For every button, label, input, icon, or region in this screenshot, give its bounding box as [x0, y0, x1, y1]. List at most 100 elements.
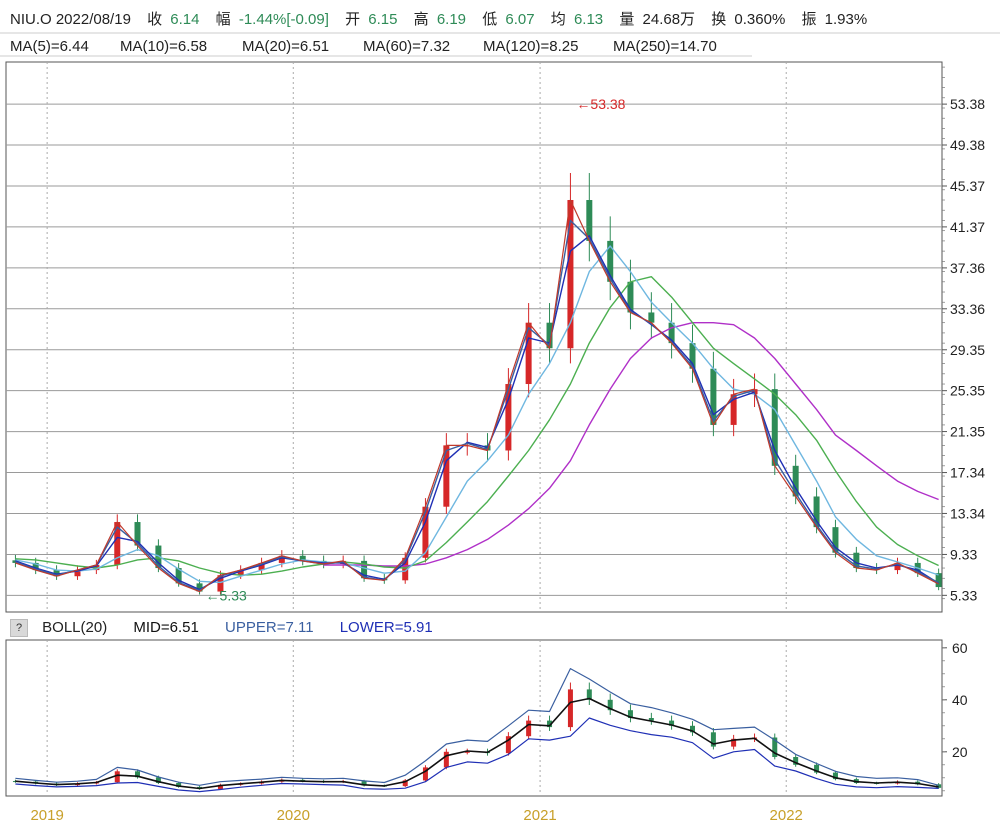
- main-candle: [546, 322, 553, 349]
- boll-candle: [443, 751, 449, 768]
- boll-candle: [155, 777, 161, 783]
- main-candle: [175, 568, 182, 584]
- boll-candle: [793, 757, 799, 765]
- main-candle: [873, 568, 880, 571]
- amplitude-value: 1.93%: [824, 11, 868, 28]
- boll-candle: [505, 736, 511, 754]
- boll-candle: [93, 782, 99, 784]
- low-label: 低: [482, 11, 498, 28]
- avg-label: 均: [550, 11, 566, 28]
- boll-candle: [607, 699, 613, 711]
- ma-line-ma120: [15, 276, 939, 576]
- main-y-tick-label: 41.37: [950, 219, 985, 235]
- main-candle: [813, 496, 820, 528]
- ma-line-ma20: [15, 235, 939, 591]
- main-y-tick-label: 21.35: [950, 424, 985, 440]
- x-tick-label: 2021: [523, 807, 556, 824]
- main-candle: [278, 555, 285, 563]
- boll-candle: [33, 781, 39, 784]
- x-tick-label: 2020: [277, 807, 310, 824]
- main-candle: [853, 552, 860, 569]
- boll-candle: [134, 771, 140, 778]
- main-candle: [381, 578, 388, 581]
- boll-lower: LOWER=5.91: [339, 619, 433, 636]
- main-candle: [237, 570, 244, 576]
- help-button[interactable]: ?: [10, 619, 28, 638]
- main-candle: [894, 562, 901, 571]
- main-candle: [607, 240, 614, 282]
- main-panel-frame: [5, 61, 943, 613]
- boll-candle: [586, 689, 592, 700]
- close-label: 收: [147, 11, 163, 28]
- main-candle: [751, 389, 758, 395]
- quote-header: NIU.O 2022/08/19 收 6.14 幅 -1.44%[-0.09] …: [10, 8, 1000, 29]
- boll-candle: [832, 772, 838, 780]
- main-candle: [155, 545, 162, 569]
- main-candle: [114, 522, 121, 565]
- open-value: 6.15: [368, 11, 398, 28]
- main-candle: [258, 562, 265, 571]
- symbol-date: NIU.O 2022/08/19: [10, 11, 131, 28]
- main-candle: [710, 368, 717, 425]
- main-candle: [74, 570, 81, 577]
- avg-value: 6.13: [573, 11, 604, 28]
- x-tick-label: 2019: [30, 807, 63, 824]
- turnover-value: 0.360%: [734, 11, 786, 28]
- price-annotation: ←5.33: [206, 587, 247, 603]
- main-candle: [771, 389, 778, 466]
- main-y-tick-label: 25.35: [950, 383, 985, 399]
- high-value: 6.19: [436, 11, 467, 28]
- boll-candle: [648, 718, 654, 721]
- main-candle: [792, 465, 799, 497]
- main-y-tick-label: 9.33: [950, 546, 977, 562]
- main-candle: [627, 281, 634, 313]
- boll-candle: [853, 779, 859, 783]
- ma60-legend: MA(60)=7.32: [363, 38, 451, 55]
- price-annotation: ←53.38: [576, 96, 625, 112]
- boll-label: BOLL(20): [42, 619, 108, 636]
- main-candle: [832, 527, 839, 553]
- turnover-label: 换: [711, 11, 727, 28]
- ma120-legend: MA(120)=8.25: [483, 38, 579, 55]
- main-candle: [484, 445, 491, 451]
- main-candle: [914, 562, 921, 574]
- main-candle: [402, 557, 409, 581]
- low-value: 6.07: [505, 11, 535, 28]
- boll-candle: [321, 781, 327, 783]
- high-label: 高: [413, 11, 429, 28]
- boll-line-mid: [15, 697, 939, 790]
- boll-candle: [381, 785, 387, 787]
- boll-candle: [567, 689, 573, 728]
- ma-line-ma60: [15, 245, 939, 584]
- ma-line-ma5: [15, 199, 939, 593]
- main-candle: [422, 506, 429, 558]
- main-candle: [586, 200, 593, 241]
- boll-candle: [279, 779, 285, 782]
- ma250-legend: MA(250)=14.70: [613, 38, 717, 55]
- boll-panel-frame: [5, 639, 943, 797]
- main-candle: [567, 200, 574, 349]
- boll-candle: [752, 737, 758, 739]
- boll-candle: [114, 771, 120, 783]
- boll-candle: [936, 784, 942, 788]
- main-candle: [730, 394, 737, 425]
- boll-candle: [464, 751, 470, 753]
- boll-candle: [669, 720, 675, 726]
- boll-legend: ? BOLL(20) MID=6.51 UPPER=7.11 LOWER=5.9…: [10, 619, 1000, 638]
- main-y-tick-label: 5.33: [950, 587, 977, 603]
- main-candle: [32, 562, 39, 571]
- main-candle: [935, 573, 942, 588]
- volume-label: 量: [619, 11, 635, 28]
- boll-candle: [689, 725, 695, 733]
- boll-candle: [238, 783, 244, 785]
- boll-candle: [894, 781, 900, 784]
- main-y-tick-label: 53.38: [950, 96, 985, 112]
- boll-candle: [874, 783, 880, 784]
- boll-y-tick-label: 60: [952, 640, 968, 656]
- main-candle: [53, 570, 60, 577]
- main-y-tick-label: 49.38: [950, 137, 985, 153]
- ma5-legend: MA(5)=6.44: [10, 38, 89, 55]
- ma10-legend: MA(10)=6.58: [120, 38, 208, 55]
